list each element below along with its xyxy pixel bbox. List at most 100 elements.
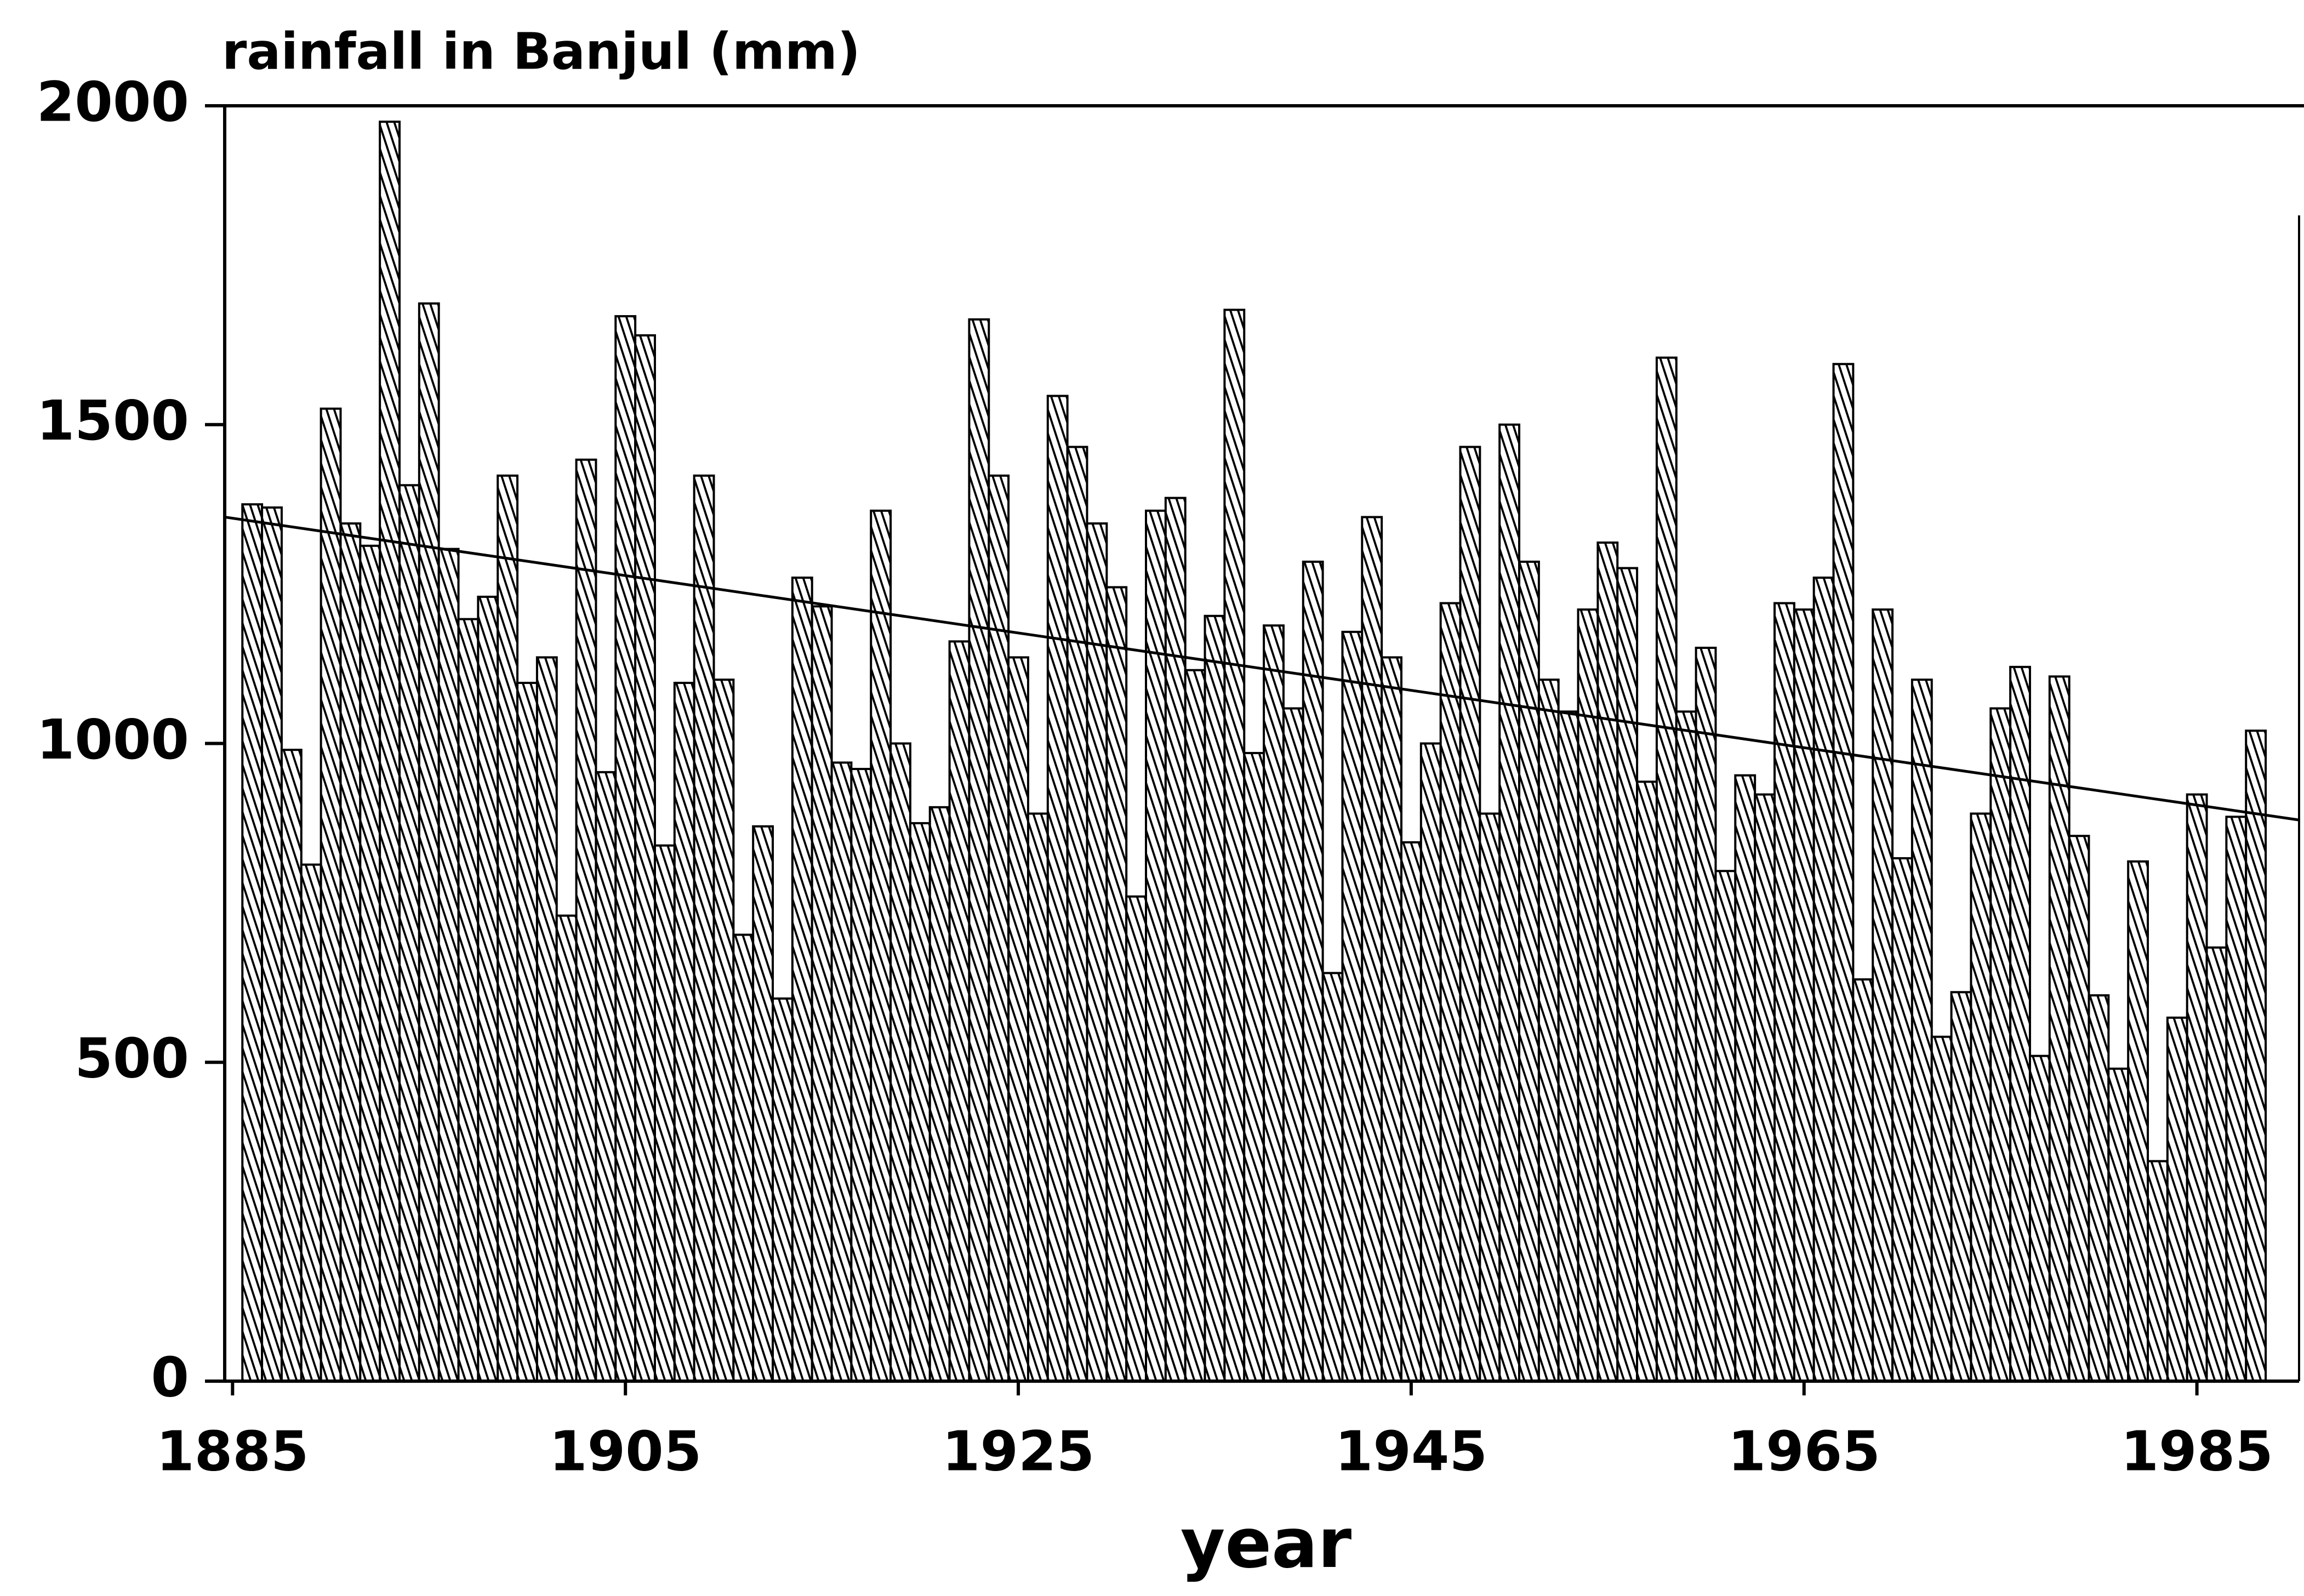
bar [1026, 812, 1049, 1382]
bar [2127, 860, 2149, 1383]
bar [2107, 1067, 2130, 1382]
x-axis-label: year [1180, 1504, 1352, 1583]
bar [1616, 567, 1639, 1382]
bar [497, 474, 519, 1383]
bar [1086, 522, 1108, 1382]
bar [870, 509, 892, 1382]
bar [928, 806, 951, 1382]
bar [1989, 707, 2012, 1382]
bar [988, 474, 1010, 1383]
bar [1321, 972, 1344, 1382]
bar [2166, 1016, 2188, 1383]
bar [241, 503, 264, 1382]
bar [1381, 656, 1402, 1382]
bar [850, 768, 872, 1382]
y-tick-label: 2000 [37, 70, 189, 134]
bar [516, 681, 538, 1382]
bar [1125, 895, 1148, 1382]
bar [1204, 614, 1226, 1382]
bar [1400, 841, 1422, 1382]
bar [379, 121, 401, 1383]
bar [1675, 710, 1697, 1382]
bar [418, 302, 440, 1382]
x-tick-label: 1905 [549, 1419, 702, 1483]
y-tick-label: 0 [151, 1345, 189, 1409]
bar [909, 822, 931, 1382]
bar [1459, 446, 1481, 1382]
bar [2048, 675, 2071, 1382]
bar [2147, 1160, 2169, 1383]
x-tick-label: 1885 [156, 1419, 309, 1483]
bar [1361, 516, 1383, 1382]
bar [830, 761, 853, 1382]
bar [1911, 679, 1933, 1382]
bar [1695, 646, 1717, 1382]
bar [752, 825, 774, 1382]
bar [1046, 395, 1069, 1383]
bar [968, 318, 990, 1383]
bar [1773, 602, 1795, 1382]
bar [1341, 630, 1364, 1382]
bar [693, 474, 715, 1383]
bar [2028, 1054, 2051, 1382]
bar [1734, 774, 1756, 1382]
bar [398, 484, 420, 1382]
x-tick-label: 1945 [1335, 1419, 1487, 1483]
y-tick-label: 1500 [37, 389, 189, 453]
bar [320, 407, 342, 1382]
bar [1302, 560, 1324, 1382]
bar [673, 681, 695, 1382]
bar [1557, 710, 1579, 1382]
bar [1263, 624, 1285, 1382]
bar [1479, 812, 1501, 1382]
bar [1498, 423, 1521, 1382]
bar [359, 544, 381, 1383]
bar [1714, 870, 1737, 1382]
bar [437, 548, 460, 1383]
bar [1518, 560, 1540, 1382]
bar [653, 844, 676, 1383]
bar [1930, 1035, 1953, 1382]
bar [1243, 751, 1265, 1382]
bar [1891, 857, 1913, 1383]
bar [2088, 994, 2110, 1382]
bar [1164, 497, 1187, 1382]
x-tick-label: 1925 [942, 1419, 1094, 1483]
x-tick-label: 1985 [2120, 1419, 2273, 1483]
bar [1852, 978, 1874, 1382]
bar [2225, 816, 2248, 1382]
bar [2245, 729, 2267, 1382]
bar [535, 656, 558, 1382]
bar [1812, 576, 1835, 1382]
bar [339, 522, 362, 1382]
bar [1970, 812, 1992, 1382]
bar [1754, 793, 1776, 1382]
bar [477, 595, 499, 1382]
bar [1537, 679, 1560, 1382]
bar [1577, 608, 1599, 1382]
bar [1439, 602, 1462, 1382]
bar [2205, 946, 2228, 1382]
bar [575, 458, 597, 1382]
x-tick-label: 1965 [1728, 1419, 1880, 1483]
bar [1282, 707, 1304, 1382]
bar [811, 605, 833, 1382]
bar [2186, 793, 2208, 1382]
trend-line [224, 515, 2300, 822]
bar [1655, 356, 1678, 1382]
bar [1223, 309, 1246, 1383]
bar [555, 914, 578, 1382]
bar [2009, 665, 2031, 1382]
bar [1419, 742, 1442, 1382]
bar [1832, 363, 1855, 1382]
bar [1636, 780, 1658, 1382]
bar [1105, 586, 1128, 1382]
bar [712, 679, 735, 1382]
y-tick-label: 500 [75, 1027, 189, 1091]
bar [457, 618, 480, 1382]
bar [2068, 835, 2090, 1382]
bar [732, 933, 755, 1383]
bar [772, 997, 794, 1382]
bar [1872, 608, 1894, 1382]
